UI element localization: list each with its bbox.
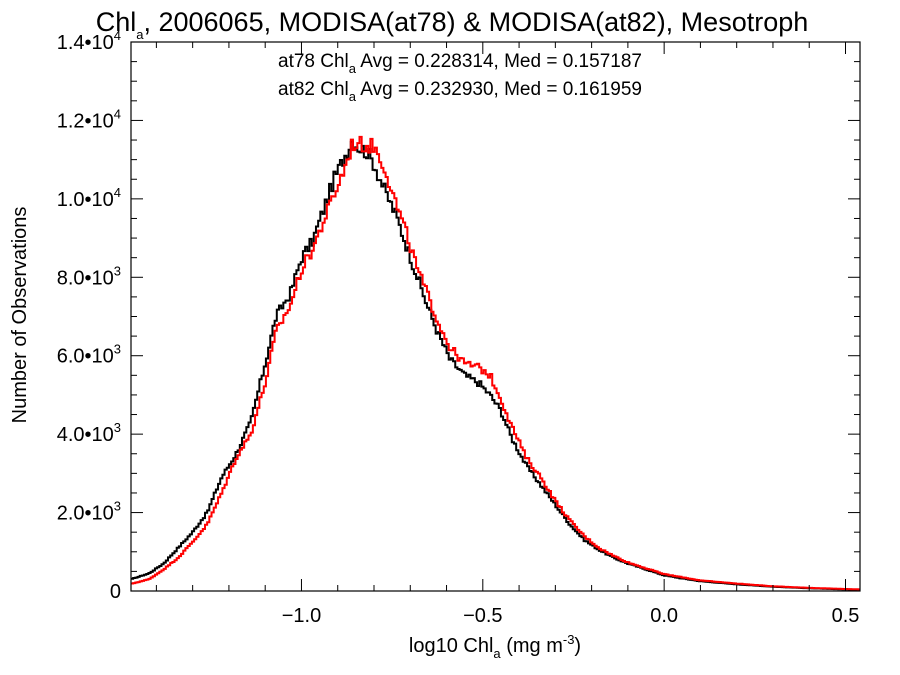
y-tick-label: 1.2•104 (57, 106, 121, 132)
y-tick-label: 1.4•104 (57, 28, 121, 54)
y-axis-label: Number of Observations (9, 207, 31, 424)
chart-title: Chla, 2006065, MODISA(at78) & MODISA(at8… (96, 7, 809, 42)
y-tick-label: 6.0•103 (57, 342, 121, 368)
x-tick-label: 0.0 (650, 605, 678, 627)
x-tick-label: −1.0 (282, 605, 321, 627)
series-line-at82 (131, 135, 860, 591)
y-tick-label: 1.0•104 (57, 185, 121, 211)
y-axis-ticks: 0 2.0•103 4.0•103 6.0•103 8.0•103 1.0•104 1.2•… (57, 28, 860, 603)
plot-frame (130, 41, 861, 592)
y-tick-label: 8.0•103 (57, 263, 121, 289)
chart-title-subscript: a (136, 27, 144, 42)
x-tick-label: 0.5 (832, 605, 860, 627)
y-tick-label: 2.0•103 (57, 499, 121, 525)
y-tick-label: 0 (110, 581, 121, 603)
y-tick-label: 4.0•103 (57, 420, 121, 446)
legend-entry-at82: at82 Chla Avg = 0.232930, Med = 0.161959 (278, 79, 642, 104)
legend-entry-at78: at78 Chla Avg = 0.228314, Med = 0.157187 (278, 51, 642, 76)
series-layer (131, 135, 860, 591)
x-axis-ticks: −1.0 −0.5 0.0 0.5 (155, 42, 860, 627)
x-tick-label: −0.5 (463, 605, 502, 627)
x-axis-label: log10 Chla (mg m-3) (409, 632, 581, 661)
legend: at78 Chla Avg = 0.228314, Med = 0.157187… (278, 51, 642, 104)
